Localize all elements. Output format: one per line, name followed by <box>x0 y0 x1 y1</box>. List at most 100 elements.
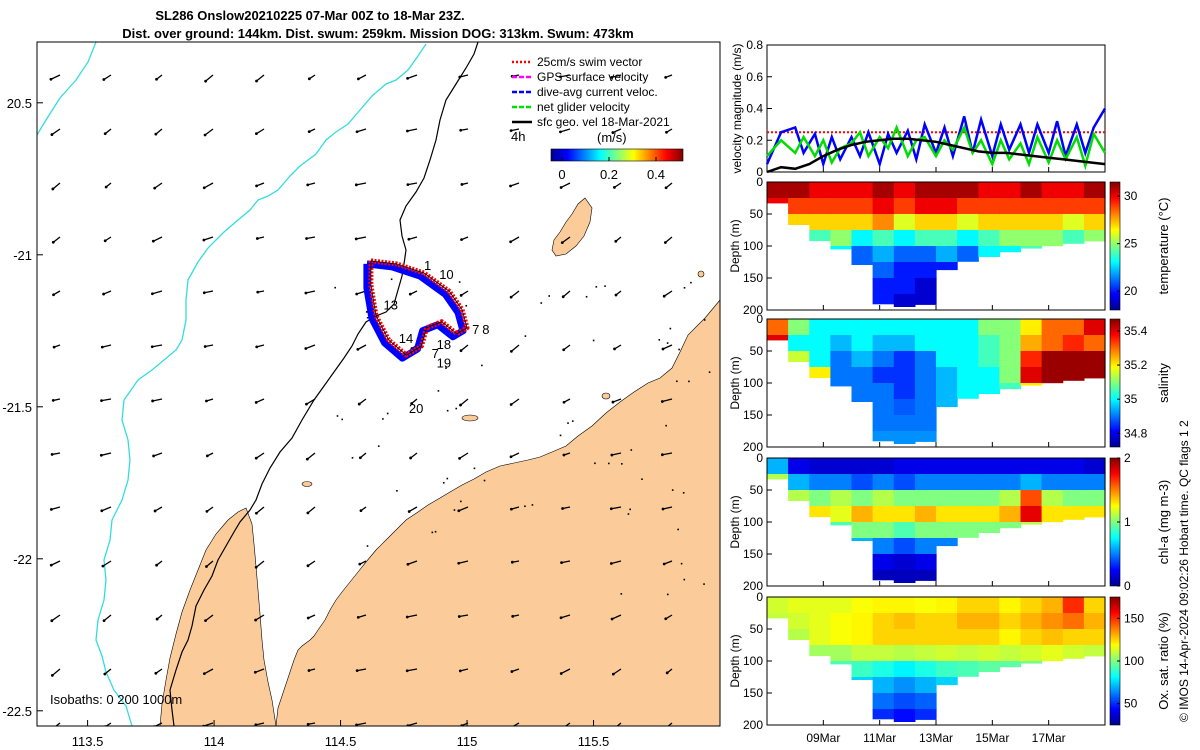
reef-dot <box>666 593 669 596</box>
velocity-ylabel: velocity magnitude (m/s) <box>730 43 744 173</box>
current-arrow <box>255 668 265 673</box>
section-cell <box>978 198 1000 215</box>
section-ylabel: Depth (m) <box>728 634 742 687</box>
section-cell <box>978 661 1000 672</box>
section-cell <box>914 570 937 581</box>
section-ylabel: Depth (m) <box>728 219 742 272</box>
current-arrow <box>153 452 163 457</box>
current-arrowhead <box>203 133 207 137</box>
current-arrowhead <box>406 183 410 187</box>
section-cell <box>809 351 831 368</box>
current-arrow <box>459 74 469 78</box>
current-arrowhead <box>458 669 462 673</box>
current-arrow <box>205 74 214 82</box>
current-arrowhead <box>202 672 206 676</box>
current-arrowhead <box>255 237 259 240</box>
reef-dot <box>682 492 685 494</box>
section-cell <box>999 214 1022 231</box>
current-arrow <box>256 74 265 82</box>
current-arrowhead <box>205 565 208 568</box>
section-cell <box>893 538 916 555</box>
current-arrowhead <box>51 399 55 402</box>
section-cell <box>830 319 853 336</box>
section-cell <box>978 597 1000 614</box>
section-cell <box>1041 367 1064 384</box>
current-arrow <box>407 560 418 565</box>
section-cell <box>893 262 916 279</box>
section-cell <box>978 458 1000 475</box>
reef-dot <box>382 418 384 420</box>
track-dive-avg-current <box>363 260 467 362</box>
section-cell <box>893 182 916 199</box>
section-cell <box>1062 351 1085 368</box>
reef-dot <box>446 477 449 480</box>
reef-dot <box>585 295 588 298</box>
section-cell <box>1020 214 1043 231</box>
section-cell <box>809 490 831 507</box>
section-cell <box>1041 629 1064 646</box>
current-arrow <box>560 182 571 189</box>
reef-dot <box>595 286 598 288</box>
section-cell <box>1041 319 1064 336</box>
section-cell <box>957 645 979 662</box>
section-cell <box>999 506 1022 523</box>
current-arrow <box>356 182 367 186</box>
section-cell <box>999 597 1022 614</box>
day-label: 8 <box>482 322 489 337</box>
current-arrowhead <box>407 510 411 513</box>
current-arrowhead <box>305 402 308 406</box>
section-cell <box>1041 182 1064 199</box>
current-arrow <box>356 236 367 240</box>
current-arrow <box>407 74 418 79</box>
current-arrowhead <box>306 564 310 568</box>
section-cell <box>872 597 895 614</box>
section-cell <box>788 613 810 630</box>
section-cell <box>1041 198 1064 215</box>
current-arrowhead <box>306 616 310 620</box>
current-arrowhead <box>356 77 360 81</box>
current-arrowhead <box>52 293 55 297</box>
section-cell <box>872 351 895 368</box>
section-cell <box>914 458 937 475</box>
section-cell <box>872 661 895 678</box>
section-cell <box>957 613 979 630</box>
current-arrowhead <box>560 561 563 564</box>
section-cell <box>978 474 1000 491</box>
section-colorbar-tick-label: 0 <box>1124 579 1131 593</box>
reef-dot <box>671 489 674 491</box>
current-arrowhead <box>306 722 310 726</box>
speed-colorbar-tick-label: 0.4 <box>647 167 665 182</box>
current-arrow <box>255 398 265 404</box>
section-colorbar-tick-label: 50 <box>1124 697 1138 711</box>
isobath-200m <box>169 42 479 726</box>
section-cell <box>851 351 874 368</box>
section-cell <box>914 294 937 305</box>
section-cell <box>893 570 916 583</box>
current-arrowhead <box>51 240 55 244</box>
current-arrowhead <box>355 669 359 673</box>
section-cell <box>872 677 895 694</box>
section-cell <box>1062 230 1085 244</box>
section-cell <box>914 351 937 368</box>
current-arrow <box>152 398 163 402</box>
section-cell <box>893 198 916 215</box>
section-ytick-label: 50 <box>750 483 764 497</box>
reef-dot <box>524 335 527 337</box>
section-cell <box>851 182 874 199</box>
current-arrowhead <box>510 560 514 564</box>
current-arrowhead <box>459 293 463 297</box>
day-label: 13 <box>384 298 398 313</box>
current-arrowhead <box>204 79 208 83</box>
section-cell <box>830 474 853 491</box>
section-cell <box>1020 506 1043 523</box>
current-arrowhead <box>304 347 308 350</box>
velocity-ytick-label: 0 <box>756 165 763 179</box>
section-cell <box>788 597 810 614</box>
current-arrowhead <box>359 509 363 513</box>
section-cell <box>893 335 916 352</box>
current-arrow <box>611 614 622 620</box>
section-colorbar-label: chl-a (mg m-3) <box>1156 480 1171 565</box>
section-cell <box>1083 214 1106 231</box>
current-arrow <box>560 128 571 133</box>
